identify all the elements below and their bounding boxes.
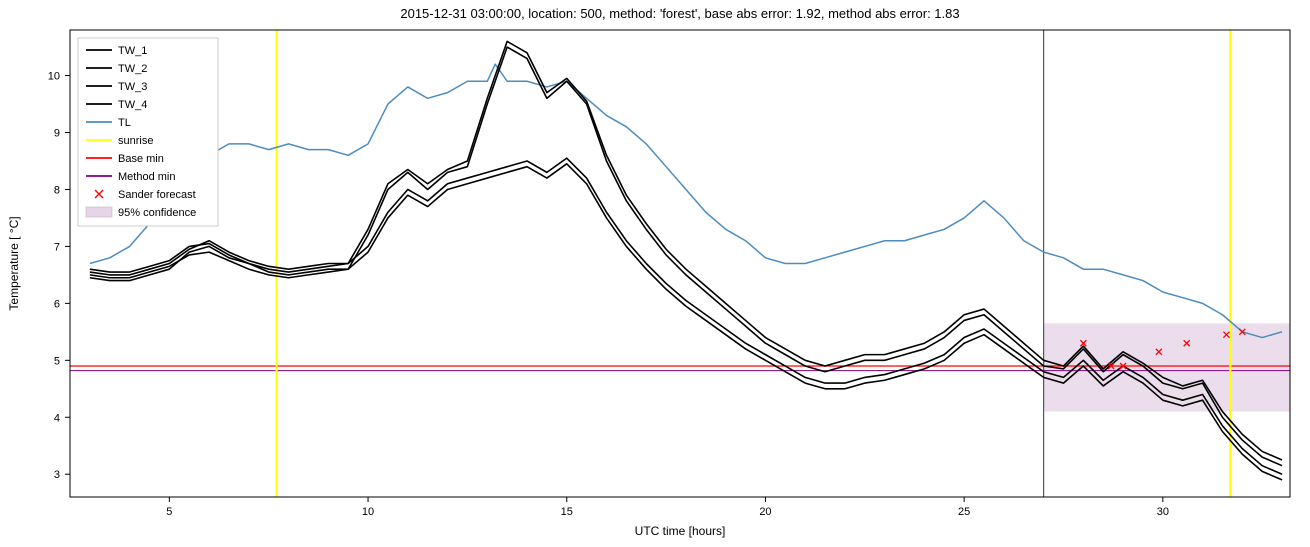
legend-label: TW_2 (118, 63, 147, 75)
xtick-label: 25 (958, 506, 970, 518)
legend-label: TW_4 (118, 99, 147, 111)
legend-label: Base min (118, 153, 164, 165)
y-axis-label: Temperature [ °C] (7, 216, 21, 310)
chart-container: 5 10 15 20 25 30 3 4 5 6 7 8 9 10 UTC time [hours] Temp… (0, 0, 1310, 547)
ytick-label: 3 (54, 469, 60, 481)
ytick-label: 8 (54, 184, 60, 196)
xtick-label: 15 (561, 506, 573, 518)
ytick-label: 4 (54, 412, 60, 424)
legend-label: sunrise (118, 135, 153, 147)
legend-label: Sander forecast (118, 189, 196, 201)
legend-label: TL (118, 117, 131, 129)
legend-label: TW_3 (118, 81, 147, 93)
legend-label: TW_1 (118, 45, 147, 57)
xtick-label: 10 (362, 506, 374, 518)
xtick-label: 20 (759, 506, 771, 518)
ytick-label: 10 (48, 71, 60, 83)
xtick-label: 30 (1157, 506, 1169, 518)
legend-label: Method min (118, 171, 175, 183)
ytick-label: 5 (54, 355, 60, 367)
xtick-label: 5 (166, 506, 172, 518)
x-axis-label: UTC time [hours] (635, 524, 726, 538)
legend-swatch (86, 207, 112, 217)
ytick-label: 7 (54, 241, 60, 253)
legend-label: 95% confidence (118, 207, 196, 219)
ytick-label: 6 (54, 298, 60, 310)
chart-svg: 5 10 15 20 25 30 3 4 5 6 7 8 9 10 UTC time [hours] Temp… (0, 0, 1310, 547)
chart-title: 2015-12-31 03:00:00, location: 500, meth… (400, 6, 959, 21)
ytick-label: 9 (54, 128, 60, 140)
